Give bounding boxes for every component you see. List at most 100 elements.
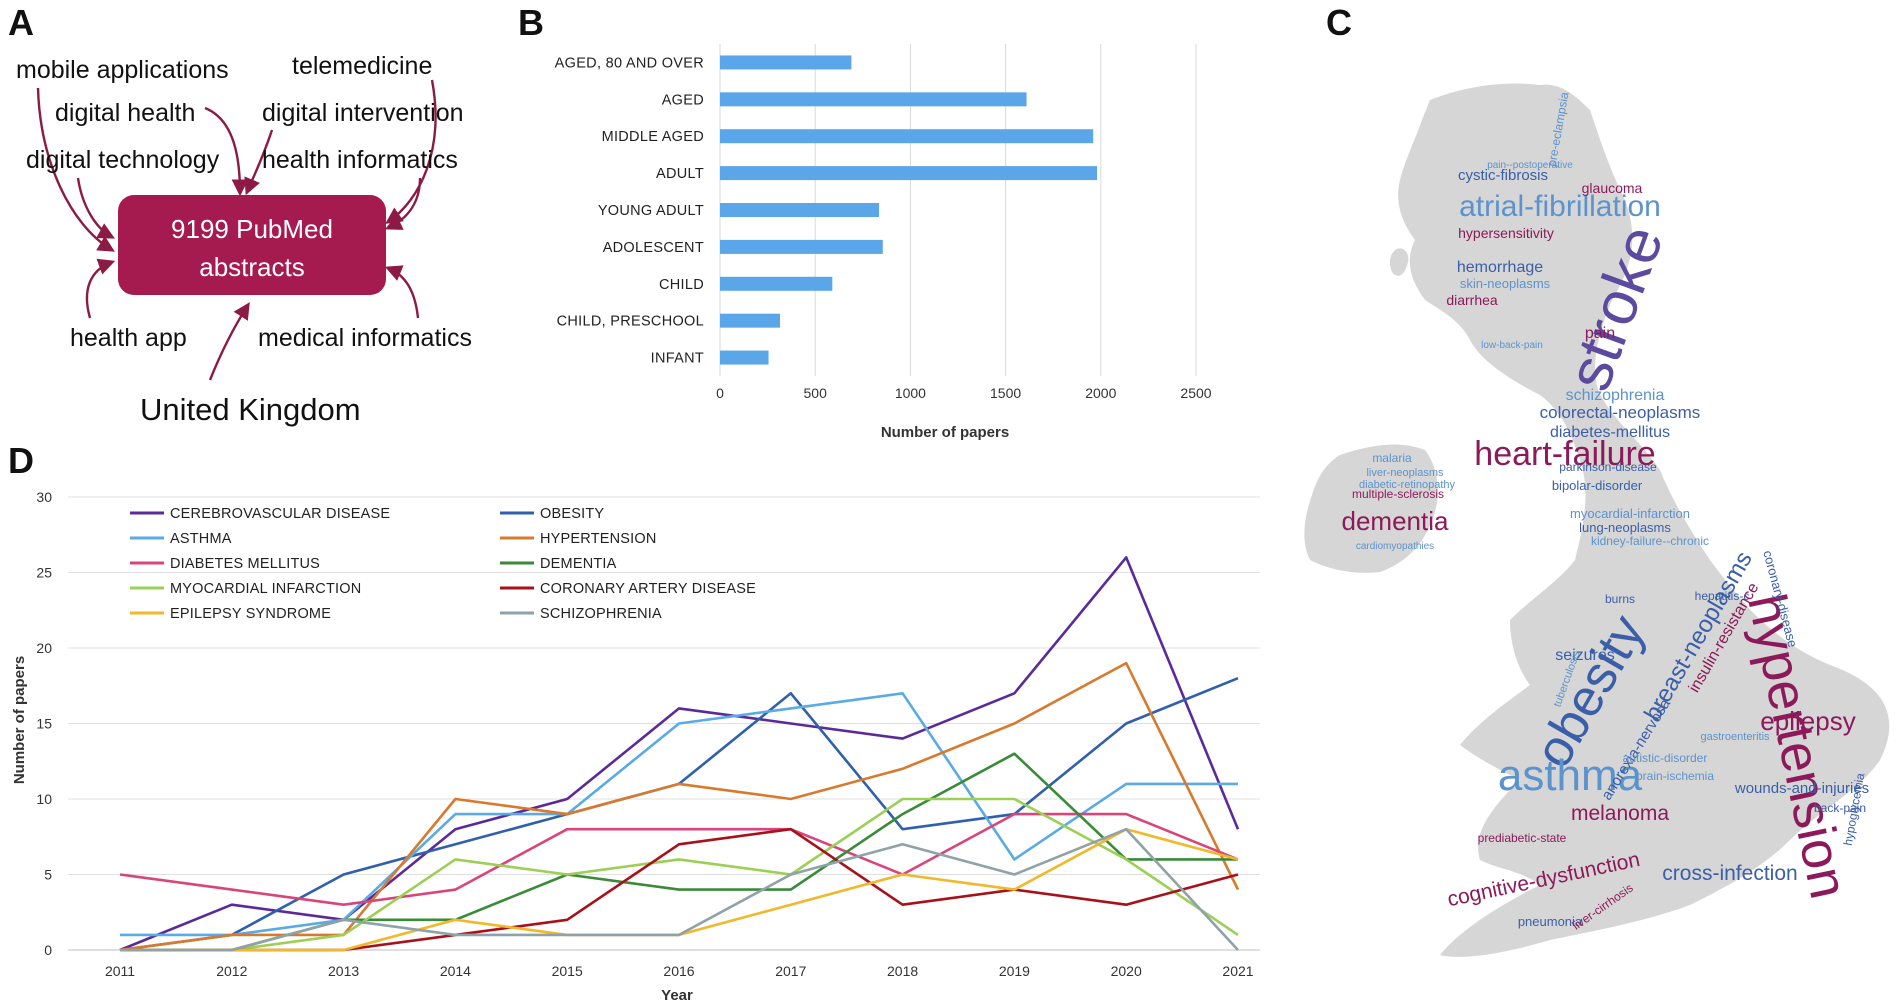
- arrow-digital-technology: [76, 177, 115, 239]
- bar-category-label: YOUNG ADULT: [598, 203, 704, 219]
- cloud-word: diabetes-mellitus: [1550, 424, 1670, 441]
- cloud-word: parkinson-disease: [1559, 460, 1657, 474]
- line-x-tick-label: 2014: [440, 963, 471, 979]
- bar-category-label: CHILD, PRESCHOOL: [557, 314, 704, 330]
- bar-category-label: MIDDLE AGED: [602, 129, 704, 145]
- cloud-word: wounds-and-injuries: [1734, 780, 1869, 797]
- cloud-word: pain: [1585, 325, 1615, 342]
- cloud-word: skin-neoplasms: [1460, 276, 1551, 291]
- cloud-word: diarrhea: [1446, 292, 1498, 308]
- bar-x-tick-label: 500: [804, 385, 828, 401]
- cloud-word: hypersensitivity: [1458, 225, 1554, 241]
- cloud-word: prediabetic-state: [1478, 831, 1567, 845]
- series-line: [119, 556, 1240, 952]
- line-y-tick-label: 5: [44, 867, 52, 883]
- cloud-word: tuberculosis: [1552, 649, 1584, 709]
- keyword-mobile-applications: mobile applications: [16, 56, 229, 84]
- cloud-word: breast-neoplasms: [1639, 547, 1758, 726]
- cloud-word: pain--postoperative: [1487, 160, 1573, 171]
- cloud-word: liver-cirrhosis: [1570, 881, 1636, 933]
- cloud-word: atrial-fibrillation: [1459, 190, 1661, 223]
- cloud-word: myocardial-infarction: [1570, 506, 1690, 521]
- legend-label: EPILEPSY SYNDROME: [170, 606, 331, 622]
- cloud-word: epilepsy: [1760, 706, 1855, 736]
- series-line: [120, 752, 1238, 952]
- bar: [720, 239, 883, 254]
- keyword-telemedicine: telemedicine: [292, 52, 432, 80]
- line-y-tick-label: 10: [36, 791, 52, 807]
- series-line: [120, 691, 1238, 937]
- arrow-digital-intervention: [244, 129, 274, 196]
- cloud-word: cystic-fibrosis: [1458, 167, 1548, 184]
- line-y-tick-label: 20: [36, 640, 52, 656]
- line-y-tick-label: 25: [36, 565, 52, 581]
- cloud-word: lung-neoplasms: [1579, 520, 1671, 535]
- cloud-word: cardiomyopathies: [1356, 541, 1434, 552]
- bar-x-tick-label: 1500: [990, 385, 1021, 401]
- legend-label: CEREBROVASCULAR DISEASE: [170, 506, 390, 522]
- great-britain-outline: [1398, 83, 1890, 957]
- bar-chart-bars: [720, 55, 1097, 365]
- panel-letter-c: C: [1326, 2, 1352, 43]
- cloud-word: seizures: [1555, 647, 1615, 664]
- bar-x-tick-label: 0: [716, 385, 724, 401]
- cloud-word: bipolar-disorder: [1552, 478, 1643, 493]
- cloud-word: dementia: [1342, 506, 1449, 536]
- line-x-tick-label: 2020: [1111, 963, 1142, 979]
- legend-label: DEMENTIA: [540, 556, 617, 572]
- series-line: [120, 827, 1239, 952]
- line-y-tick-label: 0: [44, 942, 52, 958]
- panel-a-keyword-diagram: 9199 PubMed abstracts mobile application…: [16, 52, 472, 427]
- arrow-medical-informatics: [384, 265, 420, 319]
- legend-label: HYPERTENSION: [540, 531, 657, 547]
- cloud-word: back-pain: [1814, 801, 1866, 815]
- cloud-word: insulin-resistance: [1686, 580, 1763, 696]
- bar: [720, 313, 780, 328]
- bar-category-label: AGED: [662, 92, 704, 108]
- line-x-tick-label: 2011: [105, 963, 135, 979]
- cloud-word: cognitive-dysfunction: [1445, 848, 1642, 911]
- pubmed-box-line-1: 9199 PubMed: [171, 214, 333, 244]
- cloud-word: anorexia-nervosa: [1598, 695, 1674, 803]
- series-line: [120, 797, 1239, 952]
- line-x-tick-label: 2015: [552, 963, 583, 979]
- cloud-word: heart-failure: [1474, 435, 1655, 473]
- line-chart-legend: CEREBROVASCULAR DISEASE OBESITY ASTHMA HYPE…: [130, 506, 756, 622]
- cloud-word: coronary-disease: [1760, 549, 1800, 649]
- keyword-digital-intervention: digital intervention: [262, 99, 464, 127]
- keyword-health-app: health app: [70, 324, 187, 352]
- keyword-health-informatics: health informatics: [262, 146, 458, 174]
- keyword-digital-technology: digital technology: [26, 146, 220, 174]
- keyword-medical-informatics: medical informatics: [258, 324, 472, 352]
- cloud-word: schizophrenia: [1566, 387, 1665, 404]
- bar-chart-tick-labels: 0 500 1000 1500 2000 2500: [716, 385, 1212, 401]
- cloud-word: pneumonia: [1518, 914, 1583, 929]
- bar: [720, 203, 879, 217]
- series-line: [119, 661, 1240, 952]
- arrow-united-kingdom: [208, 302, 250, 381]
- cloud-word: asthma: [1498, 751, 1643, 800]
- arrow-health-informatics: [384, 177, 422, 230]
- bar-category-label: ADOLESCENT: [603, 240, 704, 256]
- cloud-word: hemorrhage: [1457, 259, 1543, 276]
- legend-label: CORONARY ARTERY DISEASE: [540, 581, 756, 597]
- panel-letter-d: D: [8, 440, 34, 481]
- line-chart-x-axis-title: Year: [661, 987, 693, 1003]
- bar: [720, 129, 1094, 144]
- ireland-outline: [1304, 444, 1438, 573]
- arrow-telemedicine: [385, 79, 437, 224]
- line-chart-gridlines: [68, 496, 1260, 951]
- line-chart-y-axis-title: Number of papers: [11, 656, 28, 784]
- line-y-tick-label: 30: [36, 489, 52, 505]
- pubmed-box: [118, 195, 386, 295]
- cloud-word: hypoglycemia: [1841, 772, 1868, 847]
- bar-category-label: INFANT: [651, 351, 704, 367]
- cloud-word: diabetic-retinopathy: [1359, 479, 1456, 491]
- cloud-word: low-back-pain: [1481, 340, 1543, 351]
- line-x-tick-label: 2013: [328, 963, 359, 979]
- arrow-health-app: [85, 258, 116, 319]
- line-chart-x-tick-labels: 2011 2012 2013 2014 2015 2016 2017 2018 2019 2020…: [105, 963, 1254, 979]
- cloud-word: obesity: [1524, 606, 1657, 778]
- bar: [720, 55, 852, 70]
- hebrides-outline: [1389, 248, 1409, 276]
